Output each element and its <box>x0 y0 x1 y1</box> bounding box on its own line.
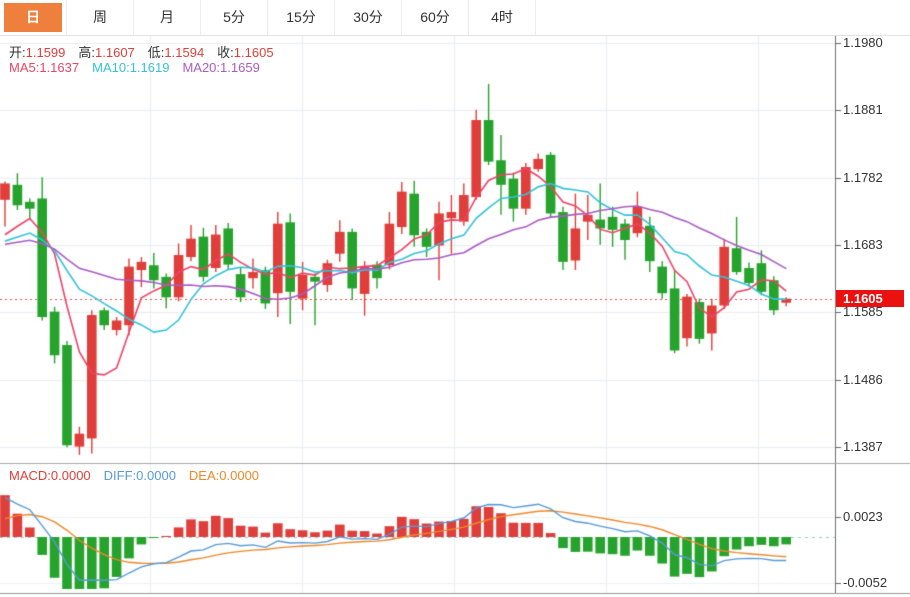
candlestick-chart-canvas[interactable] <box>0 36 910 597</box>
ma-legend: MA5:1.1637 MA10:1.1619 MA20:1.1659 <box>9 60 273 75</box>
macd-legend: MACD:0.0000 DIFF:0.0000 DEA:0.0000 <box>9 468 272 483</box>
legend-label: 低: <box>147 45 165 60</box>
tab-label: 15分 <box>286 9 316 25</box>
ohlc-high: 高:1.1607 <box>78 45 134 60</box>
tab-label: 5分 <box>223 9 245 25</box>
ma5-readout: MA5:1.1637 <box>9 60 79 75</box>
legend-label: 高: <box>78 45 96 60</box>
tab-bar: 日 周 月 5分 15分 30分 60分 4时 <box>0 0 910 36</box>
legend-value: 1.1619 <box>129 60 170 75</box>
legend-label: DEA: <box>188 468 220 483</box>
ohlc-close: 收:1.1605 <box>217 45 273 60</box>
ohlc-open: 开:1.1599 <box>9 45 65 60</box>
legend-value: 1.1659 <box>220 60 260 75</box>
macd-axis-tick: -0.0052 <box>843 574 888 590</box>
legend-value: 1.1637 <box>39 60 80 75</box>
y-axis-tick: 1.1782 <box>843 169 883 185</box>
diff-readout: DIFF:0.0000 <box>104 468 176 483</box>
tab-label: 日 <box>4 3 62 32</box>
tab-label: 4时 <box>491 9 513 25</box>
tab-label: 月 <box>160 9 174 25</box>
tab-30min[interactable]: 30分 <box>335 0 402 35</box>
tab-month[interactable]: 月 <box>134 0 201 35</box>
legend-value: 1.1605 <box>233 45 274 60</box>
legend-value: 0.0000 <box>50 468 91 483</box>
y-axis-tick: 1.1980 <box>843 35 883 50</box>
tab-60min[interactable]: 60分 <box>402 0 469 35</box>
legend-label: MA5: <box>9 60 40 75</box>
tab-day[interactable]: 日 <box>0 0 67 35</box>
tab-week[interactable]: 周 <box>67 0 134 35</box>
legend-label: DIFF: <box>103 468 137 483</box>
legend-value: 1.1594 <box>164 45 205 60</box>
current-price-badge: 1.1605 <box>836 290 904 307</box>
macd-readout: MACD:0.0000 <box>9 468 91 483</box>
ma20-readout: MA20:1.1659 <box>182 60 259 75</box>
legend-label: 收: <box>217 45 234 60</box>
y-axis-tick: 1.1486 <box>843 371 883 387</box>
ma10-readout: MA10:1.1619 <box>92 60 169 75</box>
legend-value: 1.1607 <box>95 45 135 60</box>
tab-label: 60分 <box>420 9 450 25</box>
legend-value: 0.0000 <box>219 468 260 483</box>
tab-label: 30分 <box>353 9 383 25</box>
tab-label: 周 <box>93 9 107 25</box>
y-axis-tick: 1.1683 <box>843 237 883 253</box>
y-axis-tick: 1.1387 <box>843 439 883 455</box>
legend-label: 开: <box>9 45 26 60</box>
y-axis-tick: 1.1881 <box>843 102 883 118</box>
legend-value: 1.1599 <box>25 45 66 60</box>
ohlc-low: 低:1.1594 <box>148 45 204 60</box>
y-axis-tick: 1.1585 <box>843 304 883 320</box>
macd-axis-tick: 0.0023 <box>843 508 883 524</box>
legend-label: MA10: <box>92 60 130 75</box>
dea-readout: DEA:0.0000 <box>189 468 259 483</box>
legend-label: MACD: <box>9 468 51 483</box>
legend-label: MA20: <box>182 60 221 75</box>
tab-4hour[interactable]: 4时 <box>469 0 536 35</box>
ohlc-legend: 开:1.1599 高:1.1607 低:1.1594 收:1.1605 <box>9 42 287 61</box>
tab-15min[interactable]: 15分 <box>268 0 335 35</box>
tab-5min[interactable]: 5分 <box>201 0 268 35</box>
legend-value: 0.0000 <box>136 468 176 483</box>
